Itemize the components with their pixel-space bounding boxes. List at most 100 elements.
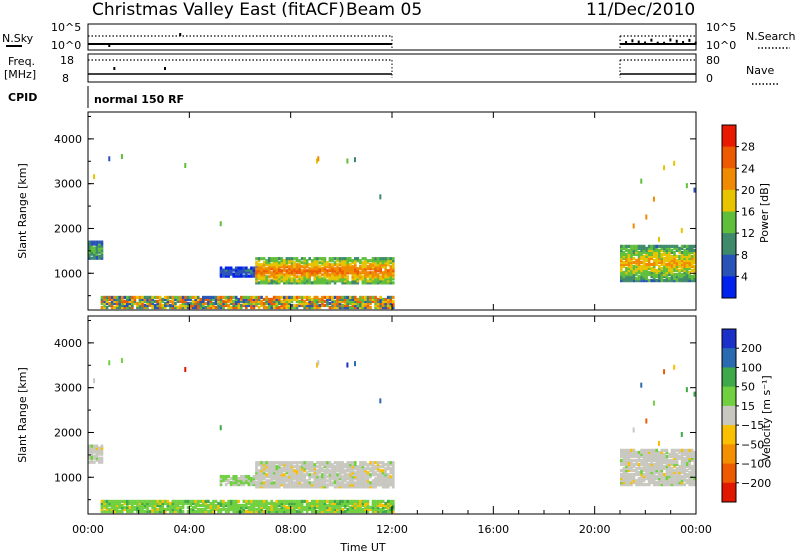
echo-cell [637,462,641,467]
echo-cell [665,466,669,471]
echo-cell [110,305,114,310]
echo-cell [366,477,370,481]
echo-cell [300,463,304,467]
echo-cell [351,479,355,483]
echo-cell [293,281,296,285]
echo-cell [143,305,147,310]
echo-cell [660,454,664,459]
echo-cell [290,265,294,269]
echo-cell [658,464,661,469]
colorbar-tick-label: −15 [741,419,764,432]
echo-cell [285,259,289,263]
echo-cell [267,305,271,310]
echo-cell [627,256,631,261]
echo-cell [625,272,628,277]
echo-point [693,391,696,397]
echo-cell [632,450,636,454]
echo-cell [343,279,347,283]
echo-cell [237,476,241,481]
echo-cell [650,262,653,267]
echo-point [354,157,356,163]
echo-cell [247,270,251,274]
echo-cell [326,467,329,471]
echo-cell [351,463,355,467]
echo-cell [265,481,268,485]
echo-cell [156,303,159,308]
echo-cell [278,273,281,277]
echo-cell [647,258,651,263]
echo-cell [369,301,372,306]
echo-cell [665,464,669,469]
echo-cell [308,503,311,508]
echo-cell [371,465,375,469]
echo-cell [341,507,344,512]
echo-cell [389,505,393,510]
echo-point [645,418,648,424]
echo-cell [308,475,311,479]
echo-cell [640,454,643,459]
echo-cell [196,499,200,504]
echo-cell [630,244,633,248]
echo-cell [202,503,205,508]
echo-cell [366,305,370,310]
echo-cell [272,295,276,300]
echo-cell [250,299,253,304]
echo-cell [670,254,674,259]
echo-cell [354,299,357,304]
echo-cell [272,477,276,481]
echo-cell [369,259,372,263]
echo-cell [683,258,686,263]
echo-cell [675,260,679,265]
echo-cell [693,248,697,252]
echo-cell [318,461,322,465]
echo-cell [260,275,263,279]
echo-cell [348,485,352,489]
echo-cell [379,259,382,263]
echo-cell [665,458,669,463]
echo-cell [346,271,349,275]
echo-cell [98,448,101,452]
echo-cell [174,501,177,506]
echo-cell [120,507,124,512]
velocity-colorbar-label: Velocity [m s⁻¹] [760,375,773,460]
echo-cell [632,244,636,248]
echo-cell [645,476,648,481]
echo-cell [247,499,251,504]
echo-cell [298,281,301,285]
echo-cell [300,271,304,275]
echo-cell [361,483,365,487]
echo-cell [250,274,253,278]
echo-cell [191,303,195,308]
echo-cell [270,305,273,310]
echo-cell [348,469,352,473]
echo-cell [186,509,190,514]
echo-cell [381,471,385,475]
echo-cell [685,252,689,257]
echo-cell [663,454,666,459]
echo-cell [285,509,289,514]
echo-cell [364,505,367,510]
echo-cell [343,259,347,263]
echo-cell [280,265,284,269]
echo-cell [136,503,139,508]
echo-cell [642,260,646,265]
echo-cell [227,501,230,506]
echo-cell [310,261,314,265]
echo-cell [678,264,681,269]
echo-cell [658,468,661,473]
echo-cell [151,509,154,514]
echo-cell [356,467,360,471]
echo-cell [328,463,332,467]
echo-cell [392,275,395,279]
echo-cell [650,462,653,467]
echo-cell [326,263,329,267]
echo-cell [100,509,104,514]
echo-cell [323,269,327,273]
echo-cell [316,267,319,271]
echo-cell [627,478,631,483]
echo-cell [632,448,636,452]
echo-cell [331,259,334,263]
echo-cell [683,483,686,487]
echo-cell [670,466,674,471]
echo-cell [293,501,296,506]
